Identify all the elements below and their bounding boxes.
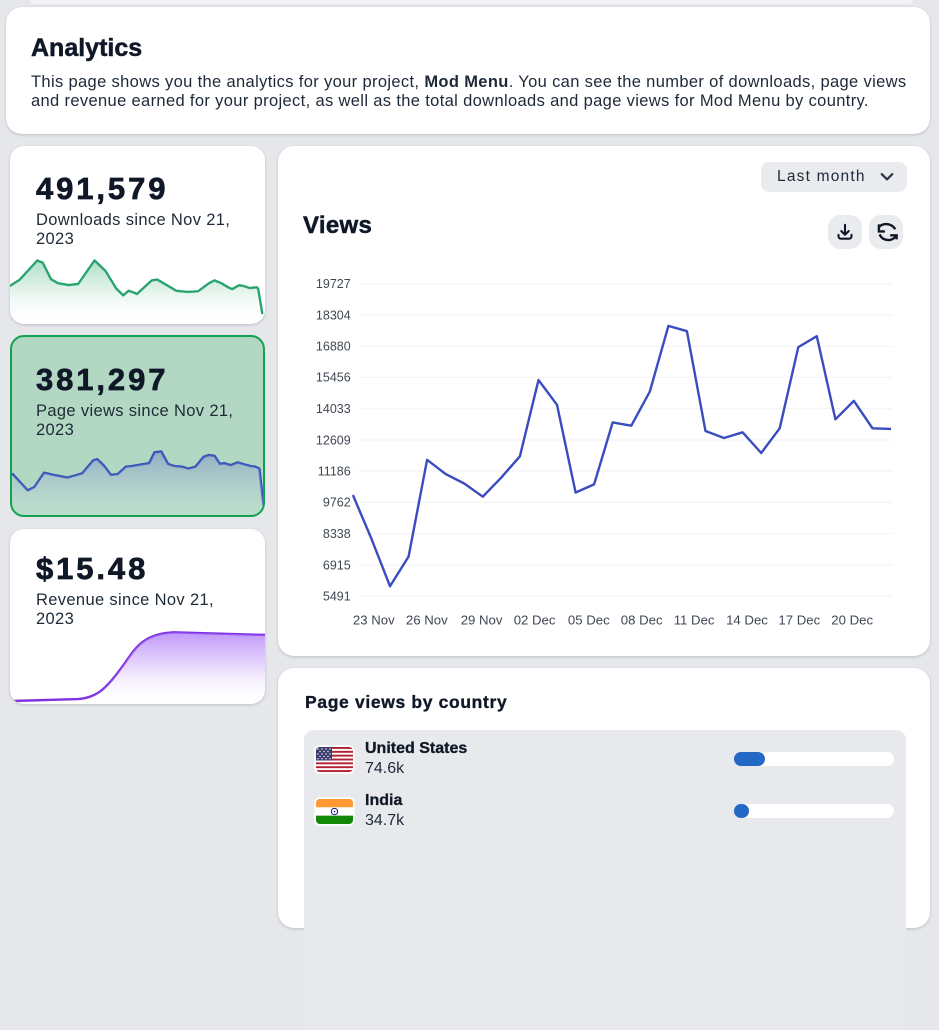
- svg-text:05 Dec: 05 Dec: [568, 613, 610, 628]
- svg-text:18304: 18304: [316, 308, 351, 322]
- svg-text:17 Dec: 17 Dec: [778, 613, 820, 628]
- svg-text:29 Nov: 29 Nov: [461, 613, 503, 628]
- svg-text:15456: 15456: [316, 371, 351, 385]
- svg-text:23 Nov: 23 Nov: [353, 613, 395, 628]
- svg-text:8338: 8338: [323, 527, 351, 541]
- svg-text:02 Dec: 02 Dec: [514, 613, 556, 628]
- svg-text:16880: 16880: [316, 340, 351, 354]
- svg-text:19727: 19727: [316, 277, 351, 291]
- svg-text:08 Dec: 08 Dec: [621, 613, 663, 628]
- svg-text:11186: 11186: [318, 464, 351, 478]
- svg-text:20 Dec: 20 Dec: [831, 613, 873, 628]
- svg-text:9762: 9762: [323, 496, 351, 510]
- svg-text:12609: 12609: [316, 433, 351, 447]
- svg-text:6915: 6915: [323, 558, 351, 572]
- svg-text:11 Dec: 11 Dec: [674, 613, 715, 628]
- svg-text:5491: 5491: [323, 590, 351, 604]
- svg-text:14033: 14033: [316, 402, 351, 416]
- svg-text:14 Dec: 14 Dec: [726, 613, 768, 628]
- svg-text:26 Nov: 26 Nov: [406, 613, 448, 628]
